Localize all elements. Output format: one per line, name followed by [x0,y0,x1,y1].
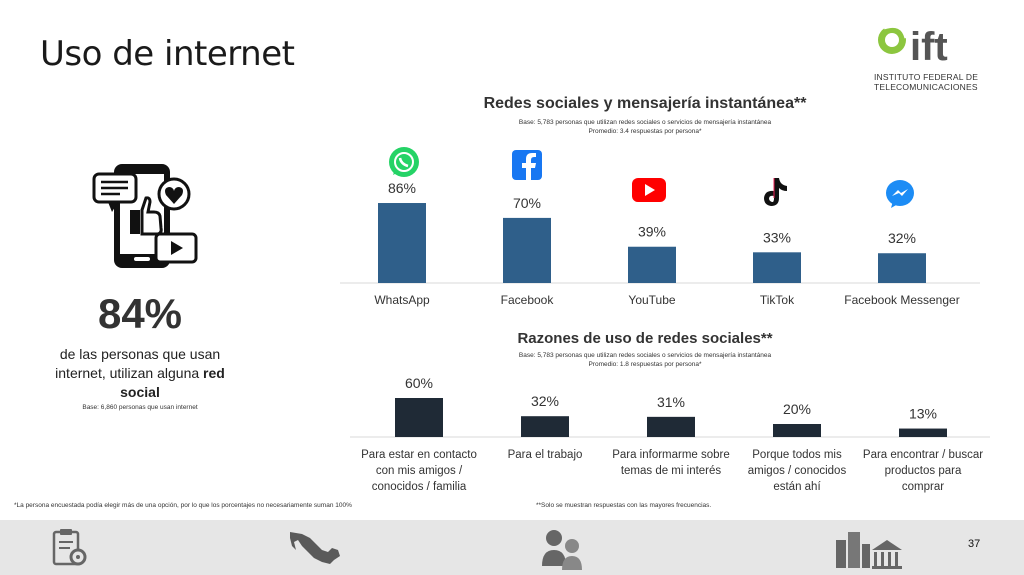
category-reason-1-line-2: con mis amigos / [376,465,463,477]
page-title: Uso de internet [40,34,295,74]
bar-facebook-messenger [878,253,926,283]
highlight-line3: social [40,383,240,402]
highlight-line1: de las personas que usan [59,346,221,362]
phone-social-icon [90,160,200,275]
bar-whatsapp [378,203,426,283]
chart1-base: Base: 5,783 personas que utilizan redes … [518,119,772,126]
bar-label-reason-2: 32% [531,393,559,409]
chart2-svg: 60% Para estar en contacto con mis amigos … [350,375,990,493]
category-reason-5-line-2: productos para [885,465,962,477]
category-reason-5-line-1: Para encontrar / buscar [863,449,983,461]
bar-facebook [503,217,551,283]
bar-label-whatsapp: 86% [388,180,416,196]
chart2-title: Razones de uso de redes sociales** [517,330,773,347]
highlight-description: de las personas que usan internet, utili… [40,345,240,402]
bar-label-reason-3: 31% [657,394,685,410]
facebook-icon [512,150,542,180]
category-whatsapp: WhatsApp [374,293,430,307]
bar-reason-2 [521,416,569,437]
highlight-line2-prefix: internet, utilizan alguna [55,365,204,381]
category-reason-4-line-2: amigos / conocidos [748,465,847,477]
category-reason-2-line-1: Para el trabajo [508,449,583,461]
ift-logo-line2: TELECOMUNICACIONES [874,82,978,92]
people-icon [542,530,582,570]
bar-label-facebook: 70% [513,195,541,211]
chart1-title: Redes sociales y mensajería instantánea*… [483,95,807,112]
bar-label-reason-5: 13% [909,406,937,422]
bar-youtube [628,246,676,283]
footer-bar [0,520,1024,575]
chart2-base: Base: 5,783 personas que utilizan redes … [518,352,772,359]
bar-reason-5 [899,428,947,437]
category-reason-4-line-1: Porque todos mis [752,449,842,461]
bar-reason-4 [773,424,821,437]
category-youtube: YouTube [628,293,675,307]
highlight-percent: 84% [97,290,183,337]
category-facebook-messenger: Facebook Messenger [844,293,959,307]
chart1-marks: 86% WhatsApp 70% Facebook 39% YouTube 33% TikTo… [374,180,959,307]
chart2-marks: 60% Para estar en contacto con mis amigos … [361,375,983,493]
chart1-svg: 86% WhatsApp 70% Facebook 39% YouTube 33% TikTo… [340,147,980,307]
clipboard-gear-icon [52,529,87,566]
highlight-line2-bold: red [203,365,225,381]
ift-logo-line1: INSTITUTO FEDERAL DE [874,72,979,82]
messenger-icon [886,180,914,208]
footnote-left: *La persona encuestada podía elegir más … [14,502,352,509]
category-reason-1-line-3: conocidos / familia [372,481,467,493]
chart1-icons [389,147,914,208]
chart2-average: Promedio: 1.8 respuestas por persona* [588,361,702,368]
bar-label-facebook-messenger: 32% [888,230,916,246]
mexico-map-icon [290,532,340,564]
bar-label-tiktok: 33% [763,229,791,245]
category-reason-4-line-3: están ahí [773,481,821,493]
category-facebook: Facebook [501,293,555,307]
bar-reason-1 [395,398,443,437]
highlight-line3-bold: social [120,384,160,400]
youtube-icon [632,178,666,202]
whatsapp-icon [389,147,419,177]
tiktok-icon [764,178,787,206]
ift-logo-subtitle: INSTITUTO FEDERAL DE TELECOMUNICACIONES [874,72,978,92]
highlight-line2: internet, utilizan alguna red [40,364,240,383]
city-buildings-icon [836,532,902,569]
category-reason-3-line-2: temas de mi interés [621,465,722,477]
ift-logo: ift INSTITUTO FEDERAL DE TELECOMUNICACIO… [872,18,992,98]
category-reason-3-line-1: Para informarme sobre [612,449,730,461]
category-reason-1-line-1: Para estar en contacto [361,449,477,461]
category-reason-5-line-3: comprar [902,481,944,493]
ift-logo-text: ift [910,25,948,69]
chart1-average: Promedio: 3.4 respuestas por persona* [588,128,702,135]
bar-label-reason-1: 60% [405,375,433,391]
page-number: 37 [968,538,981,550]
footnote-right: **Solo se muestran respuestas con las ma… [536,502,712,509]
bar-reason-3 [647,416,695,437]
bar-tiktok [753,252,801,283]
ift-logo-mark: ift [878,24,948,69]
bar-label-reason-4: 20% [783,401,811,417]
highlight-base: Base: 6,860 personas que usan internet [82,404,198,411]
category-tiktok: TikTok [760,293,795,307]
bar-label-youtube: 39% [638,224,666,240]
